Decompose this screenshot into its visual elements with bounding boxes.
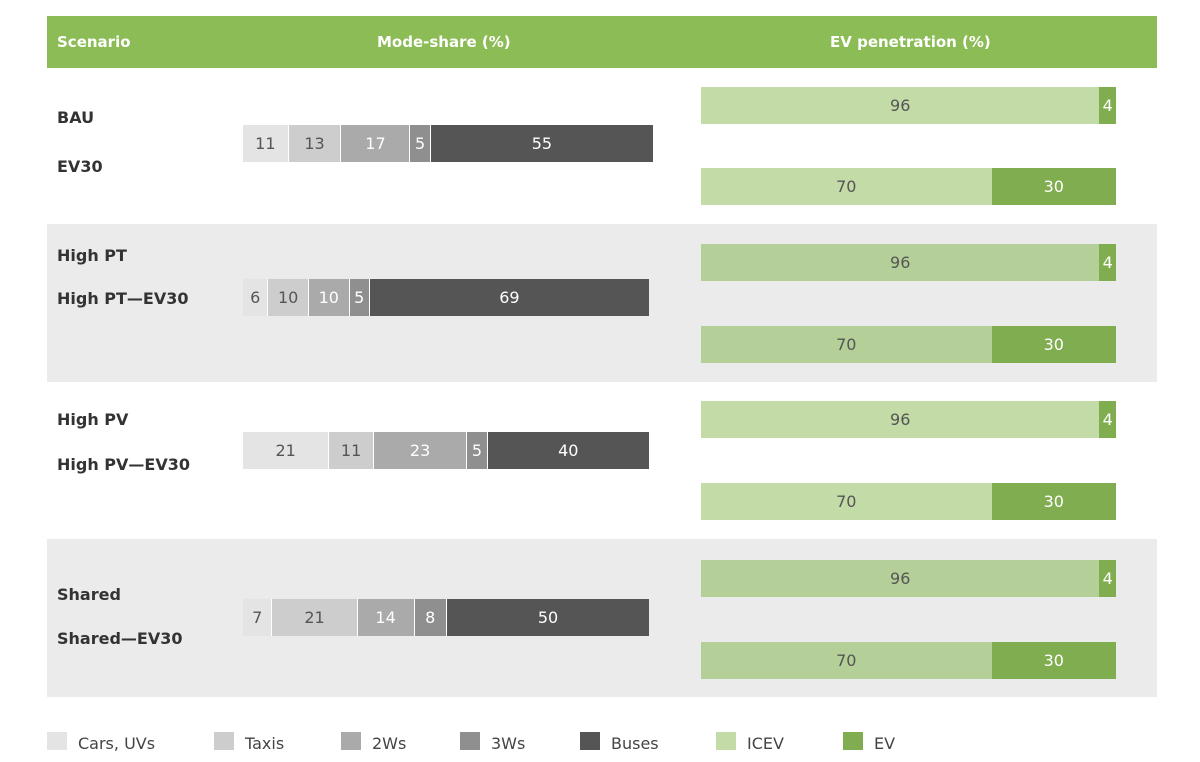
mode-share-bar-segment: 7 — [243, 599, 272, 636]
ev-bar-segment: 4 — [1099, 560, 1116, 597]
scenario-label: Shared—EV30 — [57, 629, 183, 648]
ev-bar-segment: 30 — [991, 326, 1116, 363]
legend-label: 2Ws — [372, 734, 407, 753]
legend-swatch — [214, 732, 234, 750]
mode-share-bar-segment: 5 — [348, 279, 369, 316]
icev-bar-segment: 70 — [701, 483, 992, 520]
legend-swatch — [460, 732, 480, 750]
mode-share-bar-segment: 10 — [267, 279, 308, 316]
mode-share-bar-segment: 11 — [328, 432, 373, 469]
legend-label: Taxis — [245, 734, 285, 753]
legend-label: EV — [874, 734, 896, 753]
legend-swatch — [580, 732, 600, 750]
scenario-label: BAU — [57, 108, 95, 127]
ev-bar-segment: 4 — [1099, 401, 1116, 438]
mode-share-bar-segment: 8 — [413, 599, 446, 636]
legend-swatch — [716, 732, 736, 750]
icev-bar-segment: 96 — [701, 560, 1100, 597]
mode-share-bar-segment: 14 — [356, 599, 414, 636]
mode-share-bar-segment: 21 — [243, 432, 329, 469]
scenario-label: Shared — [57, 585, 121, 604]
ev-bar-segment: 4 — [1099, 87, 1116, 124]
mode-share-bar-segment: 10 — [307, 279, 349, 316]
legend-label: 3Ws — [491, 734, 526, 753]
mode-share-bar-segment: 11 — [243, 125, 288, 162]
mode-share-bar-segment: 5 — [466, 432, 487, 469]
mode-share-bar-segment: 69 — [368, 279, 649, 316]
header-scenario: Scenario — [57, 33, 131, 51]
legend-label: Buses — [611, 734, 659, 753]
legend-swatch — [843, 732, 863, 750]
icev-bar-segment: 96 — [701, 244, 1100, 281]
scenario-label: EV30 — [57, 157, 103, 176]
ev-bar-segment: 4 — [1099, 244, 1116, 281]
header-mode-share: Mode-share (%) — [377, 33, 511, 51]
ev-bar-segment: 30 — [991, 168, 1116, 205]
mode-share-bar-segment: 55 — [429, 125, 654, 162]
icev-bar-segment: 70 — [701, 326, 992, 363]
scenario-label: High PV—EV30 — [57, 455, 190, 474]
mode-share-bar-segment: 40 — [486, 432, 649, 469]
scenario-label: High PV — [57, 410, 129, 429]
table-header: Scenario Mode-share (%) EV penetration (… — [47, 16, 1157, 68]
mode-share-bar-segment: 50 — [446, 599, 649, 636]
scenario-label: High PT—EV30 — [57, 289, 189, 308]
header-ev-penetration: EV penetration (%) — [830, 33, 991, 51]
mode-share-bar-segment: 23 — [372, 432, 467, 469]
mode-share-bar-segment: 5 — [409, 125, 430, 162]
icev-bar-segment: 96 — [701, 401, 1100, 438]
mode-share-bar-segment: 13 — [287, 125, 341, 162]
mode-share-bar-segment: 21 — [271, 599, 357, 636]
mode-share-bar-segment: 17 — [340, 125, 410, 162]
scenario-label: High PT — [57, 246, 127, 265]
icev-bar-segment: 70 — [701, 168, 992, 205]
ev-bar-segment: 30 — [991, 483, 1116, 520]
legend-label: Cars, UVs — [78, 734, 156, 753]
icev-bar-segment: 96 — [701, 87, 1100, 124]
legend-label: ICEV — [747, 734, 784, 753]
mode-share-bar-segment: 6 — [243, 279, 268, 316]
ev-bar-segment: 30 — [991, 642, 1116, 679]
legend-swatch — [341, 732, 361, 750]
legend-swatch — [47, 732, 67, 750]
icev-bar-segment: 70 — [701, 642, 992, 679]
